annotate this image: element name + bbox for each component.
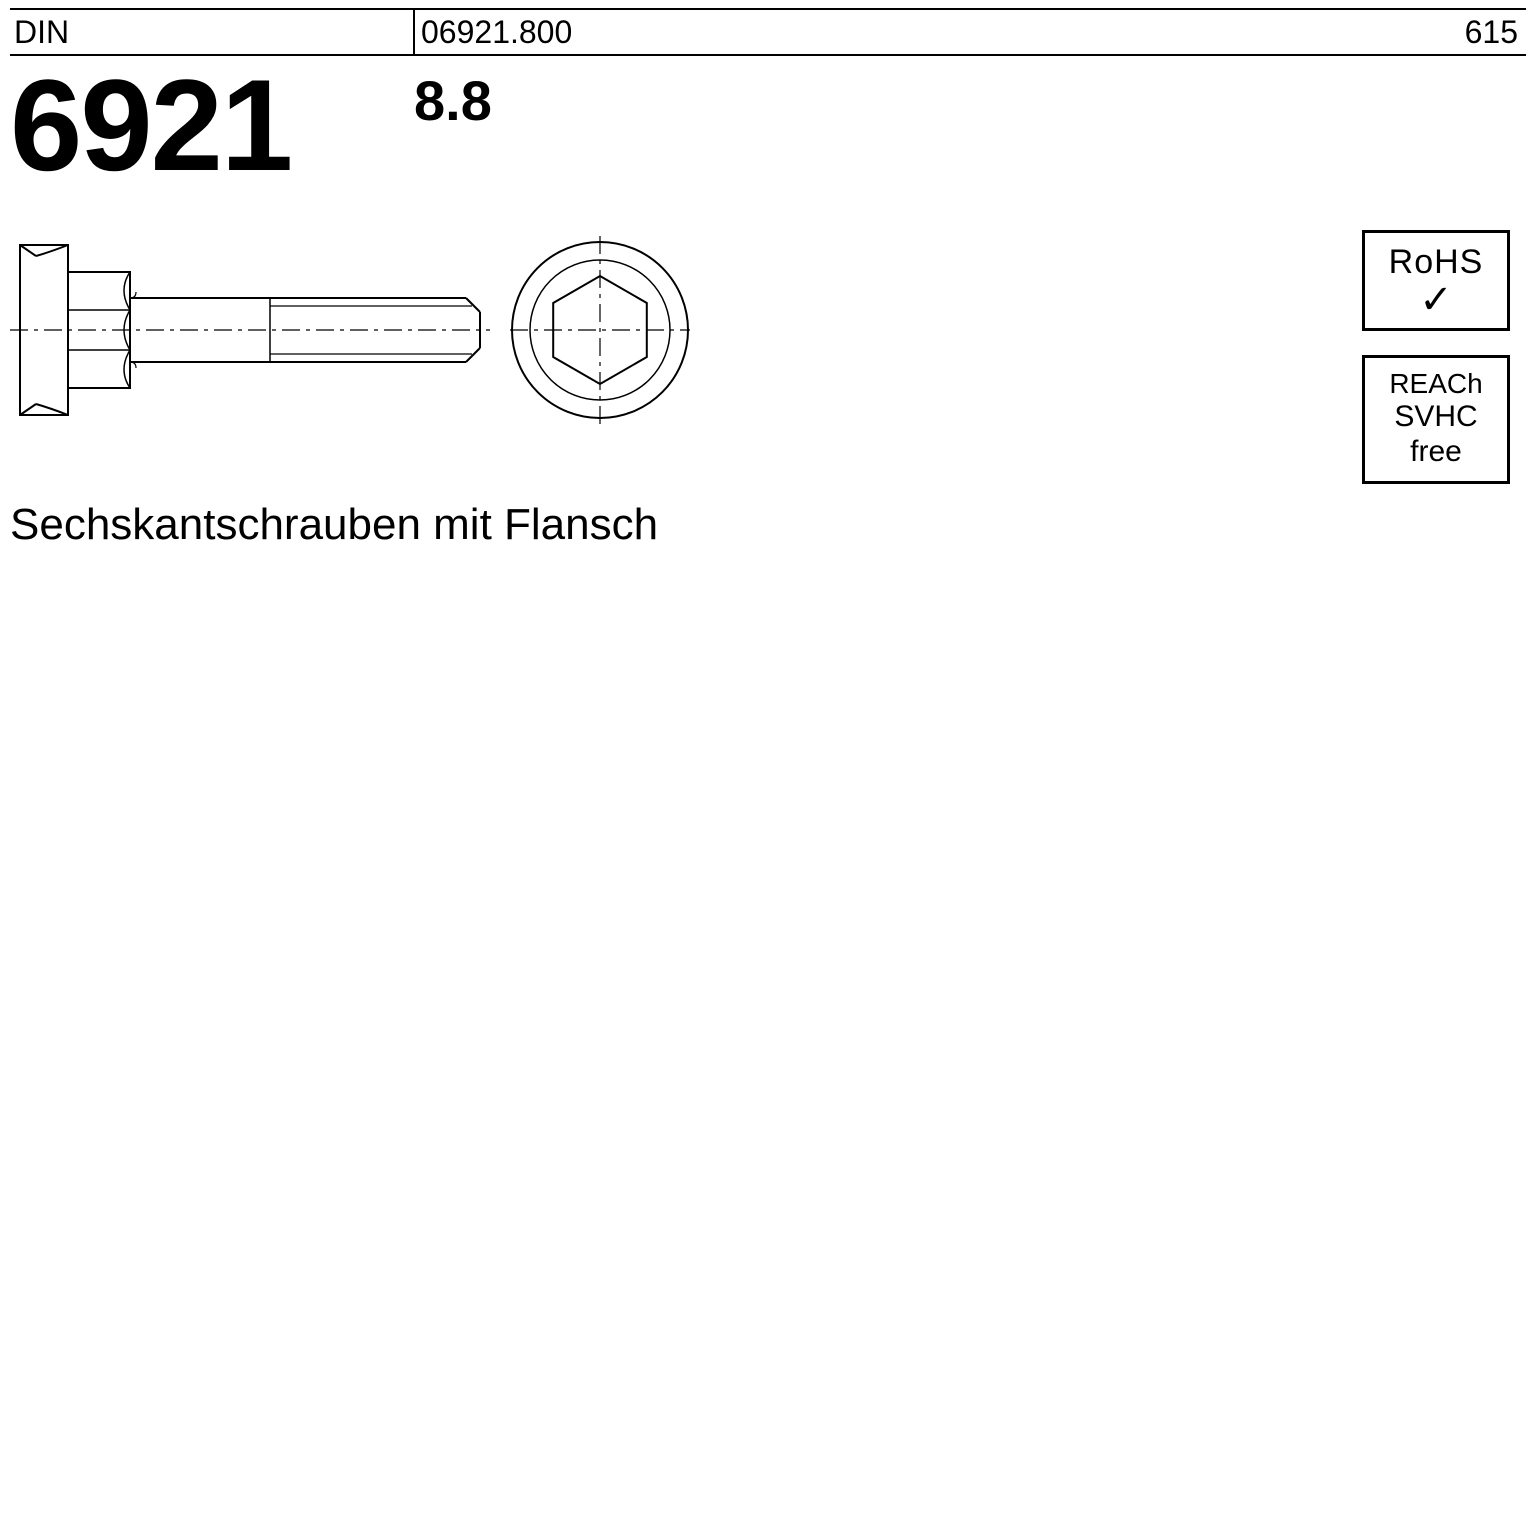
header-article-code: 06921.800 (415, 10, 1465, 54)
reach-badge: REACh SVHC free (1362, 355, 1510, 484)
header-page-code: 615 (1465, 10, 1526, 54)
datasheet-page: DIN 06921.800 615 6921 8.8 (0, 0, 1536, 1536)
reach-line2: SVHC (1371, 400, 1501, 435)
bolt-drawing-svg (10, 230, 710, 450)
header-standard-label: DIN (10, 10, 415, 54)
rohs-badge: RoHS ✓ (1362, 230, 1510, 331)
compliance-badges: RoHS ✓ REACh SVHC free (1362, 230, 1522, 508)
reach-line3: free (1371, 435, 1501, 470)
technical-drawing (10, 230, 710, 450)
din-number: 6921 (10, 60, 291, 190)
check-icon: ✓ (1371, 284, 1501, 316)
product-description: Sechskantschrauben mit Flansch (10, 500, 658, 550)
header-strip: DIN 06921.800 615 (10, 8, 1526, 56)
strength-grade: 8.8 (414, 68, 492, 133)
reach-line1: REACh (1371, 368, 1501, 400)
rohs-label: RoHS (1371, 243, 1501, 282)
